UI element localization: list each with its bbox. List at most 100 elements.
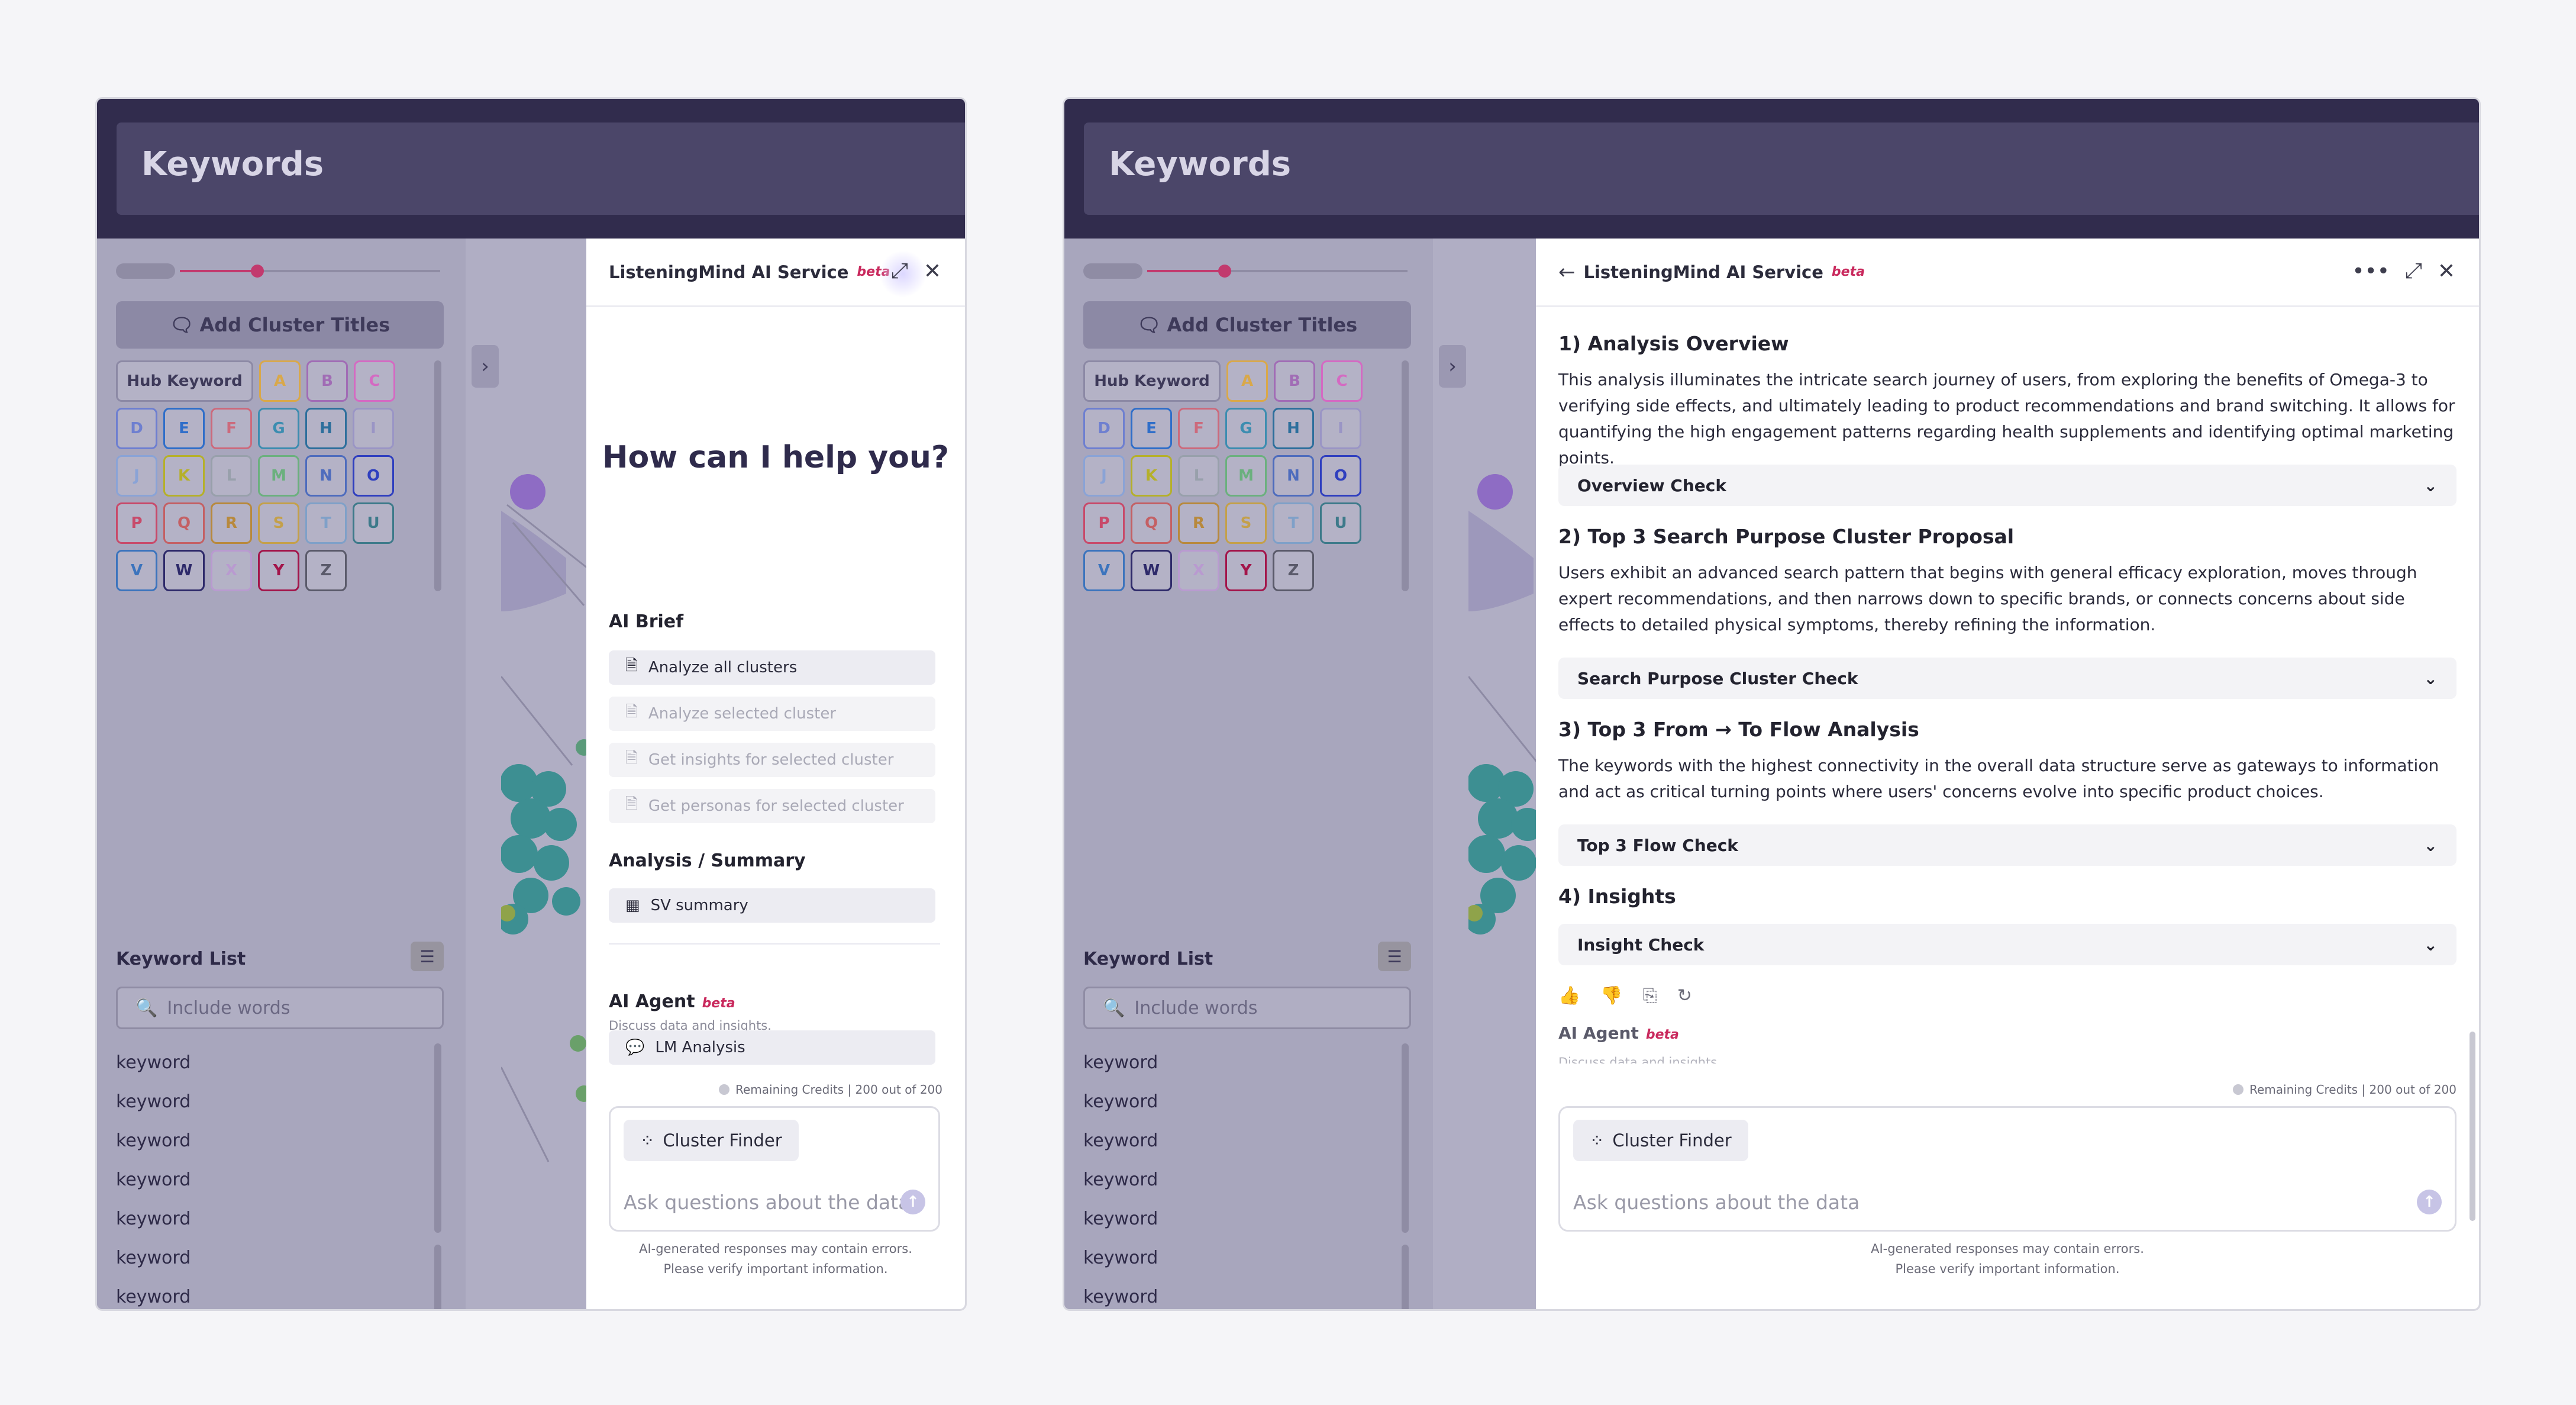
chevron-right-icon[interactable]: › [472, 345, 499, 388]
cluster-finder-button[interactable]: ⁘ Cluster Finder [1573, 1120, 1748, 1161]
panel-scrollbar[interactable] [2470, 1032, 2475, 1221]
cluster-letter-n[interactable]: N [1273, 455, 1314, 497]
insight-check-accordion[interactable]: Insight Check ⌄ [1558, 924, 2456, 965]
ask-input[interactable]: Ask questions about the data [624, 1191, 911, 1214]
cluster-letter-z[interactable]: Z [1273, 550, 1314, 591]
cluster-letter-u[interactable]: U [353, 502, 394, 544]
cluster-letter-f[interactable]: F [1178, 408, 1219, 449]
chat-input-box[interactable]: ⁘ Cluster Finder Ask questions about the … [1558, 1106, 2456, 1232]
copy-icon[interactable]: ⎘ [1642, 985, 1657, 1006]
expand-icon[interactable]: ⤢ [2405, 259, 2422, 283]
cluster-letter-v[interactable]: V [116, 550, 157, 591]
thumbs-up-icon[interactable]: 👍 [1558, 985, 1581, 1006]
back-arrow-icon[interactable]: ← [1558, 260, 1576, 284]
cluster-letter-y[interactable]: Y [258, 550, 299, 591]
list-item[interactable]: keyword [1083, 1052, 1158, 1073]
slider-knob[interactable] [1218, 265, 1231, 278]
hub-keyword-button[interactable]: Hub Keyword [1083, 360, 1221, 402]
list-item[interactable]: keyword [116, 1209, 191, 1229]
depth-slider[interactable] [180, 270, 440, 272]
cluster-letter-b[interactable]: B [306, 360, 348, 402]
scrollbar[interactable] [434, 1043, 441, 1233]
list-item[interactable]: keyword [116, 1052, 191, 1073]
cluster-letter-c[interactable]: C [1321, 360, 1363, 402]
cluster-letter-m[interactable]: M [1225, 455, 1267, 497]
list-item[interactable]: keyword [1083, 1248, 1158, 1268]
close-icon[interactable]: ✕ [2437, 259, 2455, 283]
list-item[interactable]: keyword [116, 1169, 191, 1190]
scrollbar[interactable] [434, 1245, 441, 1309]
cluster-letter-g[interactable]: G [1225, 408, 1267, 449]
cluster-letter-n[interactable]: N [305, 455, 347, 497]
analyze-selected-cluster-button[interactable]: 🗎 Analyze selected cluster [609, 697, 935, 731]
cluster-letter-s[interactable]: S [1225, 502, 1267, 544]
expand-icon[interactable]: ⤢ [891, 259, 908, 283]
list-item[interactable]: keyword [1083, 1169, 1158, 1190]
cluster-letter-m[interactable]: M [258, 455, 299, 497]
get-insights-button[interactable]: 🗎 Get insights for selected cluster [609, 743, 935, 777]
cluster-letter-v[interactable]: V [1083, 550, 1125, 591]
cluster-letter-c[interactable]: C [354, 360, 395, 402]
cluster-letter-h[interactable]: H [1273, 408, 1314, 449]
cluster-letter-r[interactable]: R [1178, 502, 1219, 544]
cluster-letter-o[interactable]: O [1320, 455, 1361, 497]
cluster-letter-t[interactable]: T [1273, 502, 1314, 544]
cluster-letter-b[interactable]: B [1274, 360, 1315, 402]
add-cluster-titles-button[interactable]: 🗨 Add Cluster Titles [1083, 301, 1411, 349]
list-item[interactable]: keyword [116, 1287, 191, 1307]
cluster-letter-f[interactable]: F [211, 408, 252, 449]
list-menu-icon[interactable]: ☰ [1378, 942, 1411, 971]
ask-input[interactable]: Ask questions about the data [1573, 1191, 1860, 1214]
list-item[interactable]: keyword [1083, 1209, 1158, 1229]
chevron-right-icon[interactable]: › [1439, 345, 1466, 388]
thumbs-down-icon[interactable]: 👎 [1600, 985, 1623, 1006]
cluster-letter-w[interactable]: W [163, 550, 205, 591]
cluster-letter-a[interactable]: A [259, 360, 301, 402]
chat-input-box[interactable]: ⁘ Cluster Finder Ask questions about the … [609, 1106, 940, 1232]
flow-check-accordion[interactable]: Top 3 Flow Check ⌄ [1558, 824, 2456, 866]
cluster-letter-d[interactable]: D [1083, 408, 1125, 449]
list-item[interactable]: keyword [116, 1130, 191, 1151]
cluster-letter-x[interactable]: X [1178, 550, 1219, 591]
cluster-letter-j[interactable]: J [1083, 455, 1125, 497]
cluster-letter-l[interactable]: L [1178, 455, 1219, 497]
list-item[interactable]: keyword [116, 1091, 191, 1112]
cluster-letter-u[interactable]: U [1320, 502, 1361, 544]
cluster-letter-e[interactable]: E [1131, 408, 1172, 449]
send-icon[interactable]: ↑ [900, 1190, 925, 1214]
list-item[interactable]: keyword [1083, 1287, 1158, 1307]
send-icon[interactable]: ↑ [2417, 1190, 2442, 1214]
list-item[interactable]: keyword [1083, 1091, 1158, 1112]
slider-toggle[interactable] [116, 263, 175, 279]
get-personas-button[interactable]: 🗎 Get personas for selected cluster [609, 789, 935, 823]
list-menu-icon[interactable]: ☰ [411, 942, 444, 971]
analyze-all-clusters-button[interactable]: 🗎 Analyze all clusters [609, 650, 935, 685]
cluster-letter-l[interactable]: L [211, 455, 252, 497]
more-icon[interactable]: ••• [2352, 259, 2390, 283]
cluster-letter-h[interactable]: H [305, 408, 347, 449]
depth-slider[interactable] [1147, 270, 1408, 272]
list-item[interactable]: keyword [1083, 1130, 1158, 1151]
scrollbar[interactable] [1402, 1043, 1409, 1233]
cluster-letter-e[interactable]: E [163, 408, 205, 449]
cluster-letter-z[interactable]: Z [305, 550, 347, 591]
scrollbar[interactable] [1402, 360, 1409, 591]
cluster-letter-q[interactable]: Q [163, 502, 205, 544]
cluster-letter-k[interactable]: K [163, 455, 205, 497]
refresh-icon[interactable]: ↻ [1677, 985, 1692, 1006]
lm-analysis-button[interactable]: 💬 LM Analysis [609, 1030, 935, 1065]
cluster-letter-d[interactable]: D [116, 408, 157, 449]
cluster-letter-k[interactable]: K [1131, 455, 1172, 497]
add-cluster-titles-button[interactable]: 🗨 Add Cluster Titles [116, 301, 444, 349]
keyword-search-input[interactable]: 🔍 Include words [1083, 987, 1411, 1029]
cluster-letter-q[interactable]: Q [1131, 502, 1172, 544]
cluster-letter-p[interactable]: P [116, 502, 157, 544]
hub-keyword-button[interactable]: Hub Keyword [116, 360, 253, 402]
slider-toggle[interactable] [1083, 263, 1142, 279]
list-item[interactable]: keyword [116, 1248, 191, 1268]
cluster-finder-button[interactable]: ⁘ Cluster Finder [624, 1120, 799, 1161]
cluster-letter-i[interactable]: I [1320, 408, 1361, 449]
cluster-letter-i[interactable]: I [353, 408, 394, 449]
keyword-search-input[interactable]: 🔍 Include words [116, 987, 444, 1029]
cluster-letter-w[interactable]: W [1131, 550, 1172, 591]
